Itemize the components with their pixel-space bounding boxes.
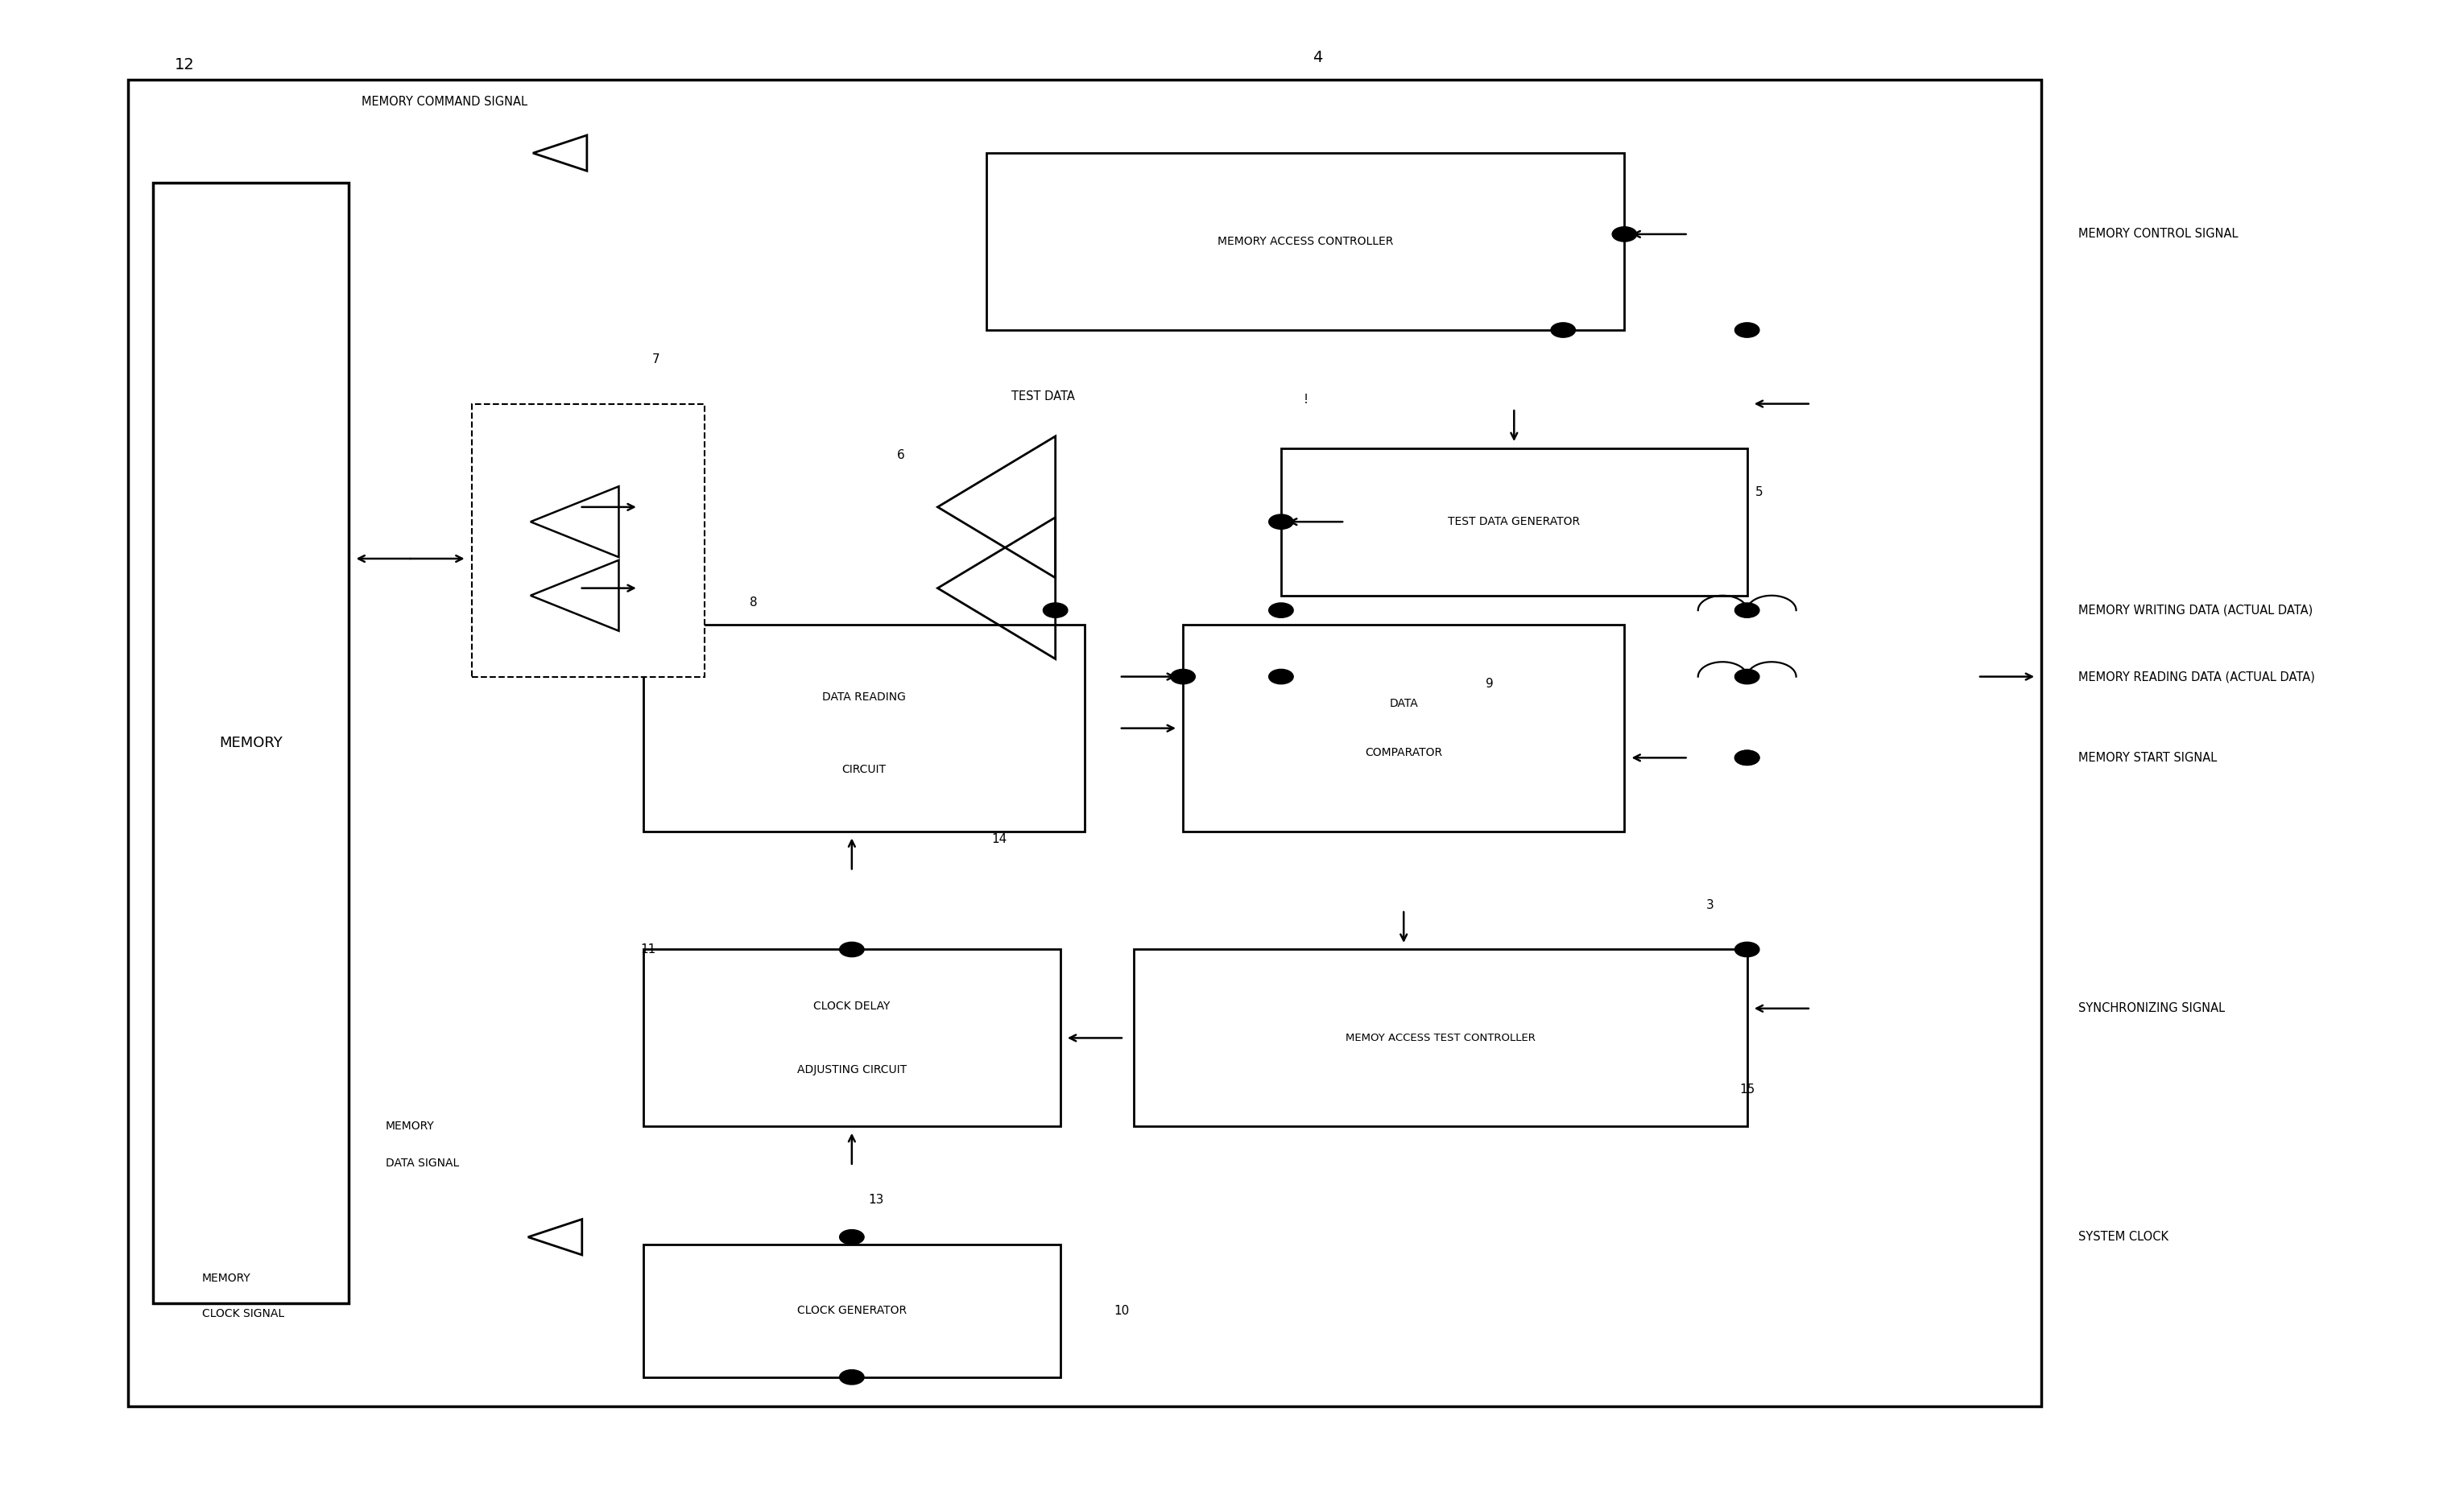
Circle shape bbox=[840, 1230, 865, 1244]
Text: MEMORY CONTROL SIGNAL: MEMORY CONTROL SIGNAL bbox=[2077, 229, 2237, 241]
Text: MEMORY: MEMORY bbox=[387, 1120, 434, 1132]
Bar bbox=[128, 79, 2043, 1407]
Text: MEMORY READING DATA (ACTUAL DATA): MEMORY READING DATA (ACTUAL DATA) bbox=[2077, 670, 2314, 682]
Text: ADJUSTING CIRCUIT: ADJUSTING CIRCUIT bbox=[796, 1064, 907, 1076]
Text: MEMORY START SIGNAL: MEMORY START SIGNAL bbox=[2077, 752, 2218, 764]
Circle shape bbox=[1735, 669, 1759, 684]
Text: SYNCHRONIZING SIGNAL: SYNCHRONIZING SIGNAL bbox=[2077, 1003, 2225, 1015]
Text: 7: 7 bbox=[650, 354, 660, 366]
Bar bbox=[1183, 626, 1624, 832]
Text: 9: 9 bbox=[1486, 678, 1493, 690]
Circle shape bbox=[1735, 942, 1759, 957]
Text: 15: 15 bbox=[1740, 1083, 1754, 1095]
Bar bbox=[153, 183, 350, 1303]
Text: MEMORY COMMAND SIGNAL: MEMORY COMMAND SIGNAL bbox=[362, 95, 527, 107]
Circle shape bbox=[1269, 669, 1294, 684]
Bar bbox=[643, 1244, 1060, 1378]
Circle shape bbox=[1170, 669, 1195, 684]
Bar bbox=[471, 404, 705, 676]
Text: MEMORY: MEMORY bbox=[219, 736, 283, 750]
Text: 6: 6 bbox=[897, 449, 904, 462]
Bar bbox=[643, 626, 1084, 832]
Circle shape bbox=[1042, 603, 1067, 618]
Text: 14: 14 bbox=[991, 832, 1008, 846]
Circle shape bbox=[1269, 603, 1294, 618]
Text: 5: 5 bbox=[1754, 486, 1764, 498]
Text: 13: 13 bbox=[867, 1195, 885, 1207]
Text: CLOCK SIGNAL: CLOCK SIGNAL bbox=[202, 1308, 283, 1320]
Text: COMPARATOR: COMPARATOR bbox=[1365, 747, 1441, 759]
Circle shape bbox=[1611, 227, 1636, 242]
Bar bbox=[1281, 449, 1747, 596]
Text: MEMORY ACCESS CONTROLLER: MEMORY ACCESS CONTROLLER bbox=[1217, 236, 1395, 247]
Circle shape bbox=[1735, 750, 1759, 765]
Text: !: ! bbox=[1303, 394, 1308, 406]
Text: CLOCK DELAY: CLOCK DELAY bbox=[813, 1000, 890, 1012]
Text: 12: 12 bbox=[175, 56, 195, 73]
Circle shape bbox=[1550, 322, 1574, 337]
Text: 8: 8 bbox=[749, 597, 756, 609]
Text: 10: 10 bbox=[1114, 1305, 1129, 1317]
Text: 3: 3 bbox=[1708, 899, 1715, 911]
Text: DATA READING: DATA READING bbox=[823, 691, 907, 703]
Bar bbox=[986, 153, 1624, 330]
Circle shape bbox=[1735, 750, 1759, 765]
Text: DATA SIGNAL: DATA SIGNAL bbox=[387, 1158, 458, 1169]
Circle shape bbox=[1735, 603, 1759, 618]
Circle shape bbox=[1735, 322, 1759, 337]
Circle shape bbox=[840, 1370, 865, 1385]
Text: CIRCUIT: CIRCUIT bbox=[843, 764, 887, 776]
Text: MEMOY ACCESS TEST CONTROLLER: MEMOY ACCESS TEST CONTROLLER bbox=[1345, 1033, 1535, 1043]
Text: 4: 4 bbox=[1313, 49, 1323, 65]
Bar bbox=[643, 950, 1060, 1126]
Text: MEMORY: MEMORY bbox=[202, 1272, 251, 1284]
Text: MEMORY WRITING DATA (ACTUAL DATA): MEMORY WRITING DATA (ACTUAL DATA) bbox=[2077, 605, 2314, 617]
Text: TEST DATA GENERATOR: TEST DATA GENERATOR bbox=[1449, 516, 1579, 528]
Text: 11: 11 bbox=[641, 944, 655, 955]
Text: TEST DATA: TEST DATA bbox=[1010, 391, 1074, 403]
Circle shape bbox=[840, 942, 865, 957]
Bar bbox=[1133, 950, 1747, 1126]
Text: DATA: DATA bbox=[1390, 698, 1419, 709]
Circle shape bbox=[1269, 514, 1294, 529]
Text: SYSTEM CLOCK: SYSTEM CLOCK bbox=[2077, 1230, 2168, 1244]
Text: CLOCK GENERATOR: CLOCK GENERATOR bbox=[796, 1305, 907, 1317]
